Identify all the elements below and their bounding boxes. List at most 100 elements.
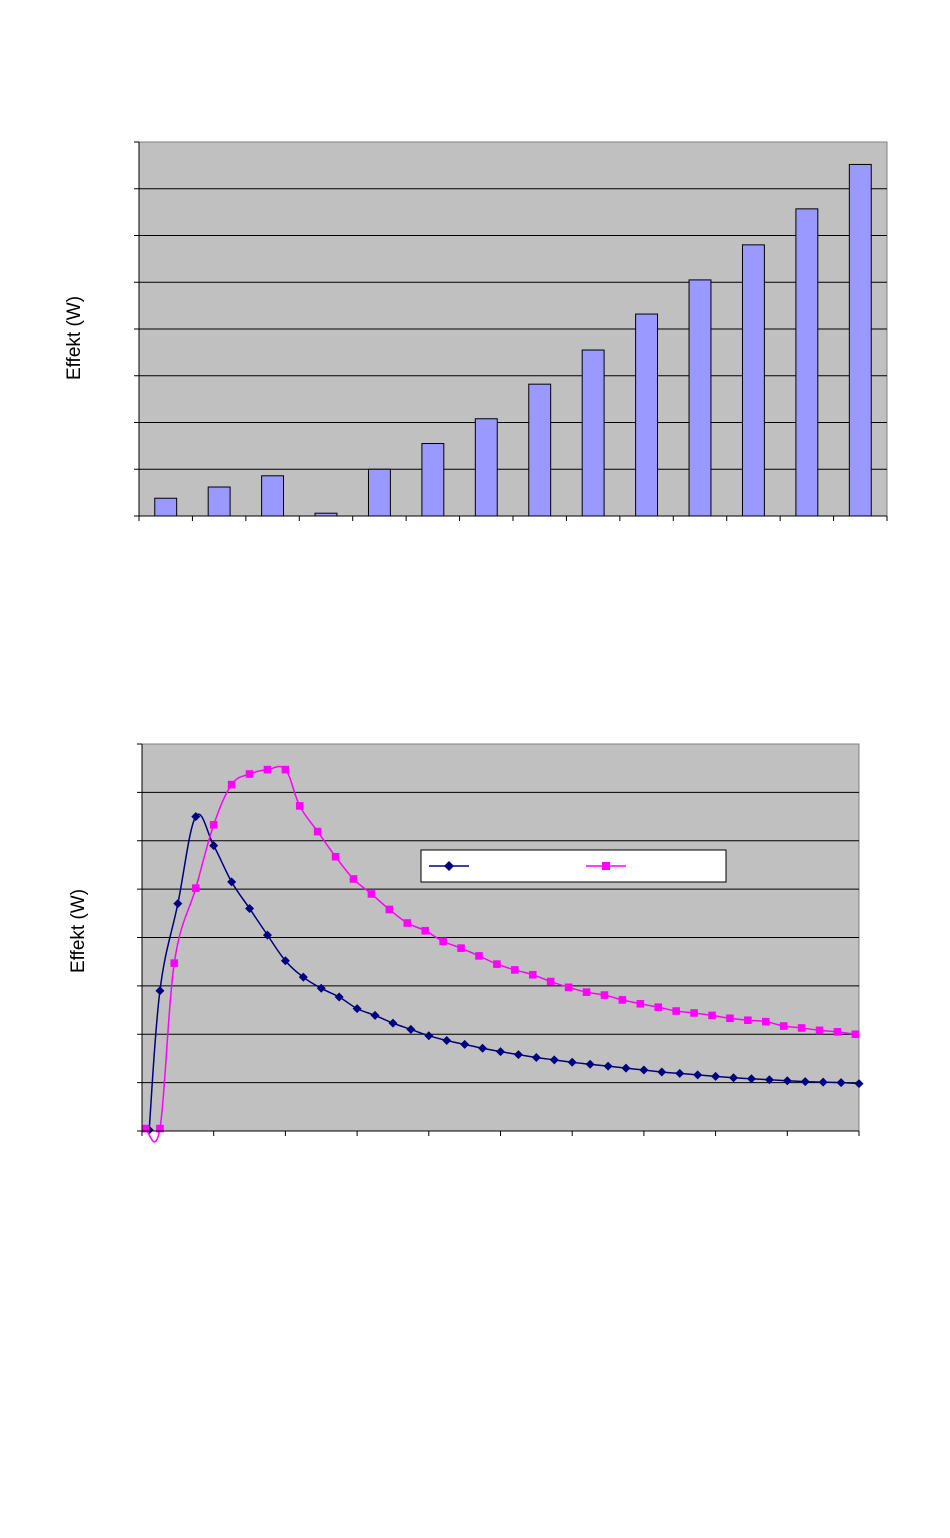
series-2-point xyxy=(245,770,254,778)
bar xyxy=(528,383,552,517)
series-1-point xyxy=(836,1078,846,1088)
series-1-point xyxy=(675,1068,685,1078)
series-1-point xyxy=(460,1039,470,1049)
line-chart-gridlines xyxy=(142,791,859,1084)
series-1-point xyxy=(227,877,237,887)
series-2-point xyxy=(457,944,465,952)
series-1-point xyxy=(693,1070,703,1080)
series-1-point xyxy=(334,992,344,1002)
bar xyxy=(581,349,605,517)
series-2-point xyxy=(511,966,519,974)
series-1-point xyxy=(621,1063,631,1073)
line-chart-ticks xyxy=(137,743,860,1136)
series-1-point xyxy=(603,1061,613,1071)
bar xyxy=(474,418,498,517)
series-1-point xyxy=(209,841,219,851)
bar xyxy=(741,244,765,517)
bar-chart-bars xyxy=(154,163,872,517)
series-1-point xyxy=(729,1073,739,1083)
series-2-point xyxy=(546,977,555,986)
bar xyxy=(367,468,391,517)
series-1-point xyxy=(800,1077,810,1087)
series-1-point xyxy=(155,986,165,996)
series-1-point xyxy=(388,1018,398,1028)
bar xyxy=(154,497,178,517)
series-1-point xyxy=(496,1047,505,1057)
series-2-point xyxy=(313,827,322,836)
bar xyxy=(261,475,285,517)
legend-entry-series-1 xyxy=(429,861,469,871)
series-1-point xyxy=(657,1067,667,1077)
series-2-point xyxy=(209,820,218,829)
bar xyxy=(635,313,659,517)
series-1-point xyxy=(782,1076,792,1086)
bar-chart-y-axis-label: Effekt (W) xyxy=(64,296,85,380)
series-1-point xyxy=(191,812,201,822)
series-1-point xyxy=(316,983,326,993)
series-2-point xyxy=(403,919,412,927)
series-1-point xyxy=(352,1004,362,1014)
series-1-point xyxy=(585,1059,595,1069)
series-1-point xyxy=(764,1075,774,1085)
series-1-point xyxy=(173,899,183,909)
legend-entry-series-2 xyxy=(586,862,626,870)
series-2-point xyxy=(141,1124,150,1133)
series-1-point xyxy=(245,903,255,913)
series-2-point xyxy=(654,1003,663,1011)
bar-chart: Effekt (W) xyxy=(64,141,888,521)
series-2-point xyxy=(528,970,537,979)
series-1-point xyxy=(567,1057,577,1067)
series-2-point xyxy=(227,780,236,789)
series-2-point xyxy=(779,1022,788,1030)
series-2-point xyxy=(797,1024,806,1032)
series-2-point xyxy=(761,1017,770,1026)
series-2-point xyxy=(281,765,290,774)
series-2-point xyxy=(636,999,645,1008)
series-2-point xyxy=(439,937,447,946)
line-chart: Effekt (W) xyxy=(68,743,864,1143)
series-2-point xyxy=(331,852,340,861)
bar xyxy=(795,208,819,517)
series-2-point xyxy=(600,991,609,999)
series-1-point xyxy=(531,1052,541,1062)
series-2-point xyxy=(367,890,376,898)
series-1 xyxy=(144,812,864,1135)
legend-box xyxy=(420,849,727,883)
series-1-point xyxy=(639,1065,649,1075)
line-chart-series xyxy=(141,765,864,1143)
series-1-point xyxy=(298,972,308,982)
series-1-point xyxy=(424,1031,434,1041)
legend-series-2-marker xyxy=(602,862,610,870)
series-1-point xyxy=(854,1079,864,1089)
bar-chart-ticks xyxy=(134,141,888,521)
series-2-point xyxy=(493,960,501,968)
series-2-point xyxy=(833,1028,842,1036)
bar xyxy=(207,486,231,517)
series-2-point xyxy=(295,802,304,810)
series-2 xyxy=(141,765,860,1143)
series-2-point xyxy=(708,1011,716,1020)
series-2-point xyxy=(582,988,591,996)
series-2-point xyxy=(672,1007,680,1015)
series-2-point xyxy=(726,1014,734,1023)
series-2-point xyxy=(349,875,358,883)
series-1-point xyxy=(711,1071,721,1081)
series-1-point xyxy=(406,1024,416,1034)
series-2-point xyxy=(385,905,394,914)
bar xyxy=(848,163,872,517)
series-2-point xyxy=(421,926,430,935)
series-1-point xyxy=(549,1055,559,1065)
series-1-point xyxy=(442,1036,452,1046)
series-1-point xyxy=(746,1074,756,1084)
line-chart-legend xyxy=(420,849,727,883)
series-2-point xyxy=(191,884,200,892)
series-1-point xyxy=(513,1050,523,1060)
series-2-point xyxy=(618,996,627,1004)
series-1-point xyxy=(262,930,272,940)
series-1-point xyxy=(818,1077,828,1087)
bar xyxy=(688,279,712,517)
series-2-point xyxy=(690,1009,698,1017)
bar xyxy=(421,443,445,517)
series-2-point xyxy=(263,765,272,774)
series-2-point xyxy=(744,1016,752,1025)
